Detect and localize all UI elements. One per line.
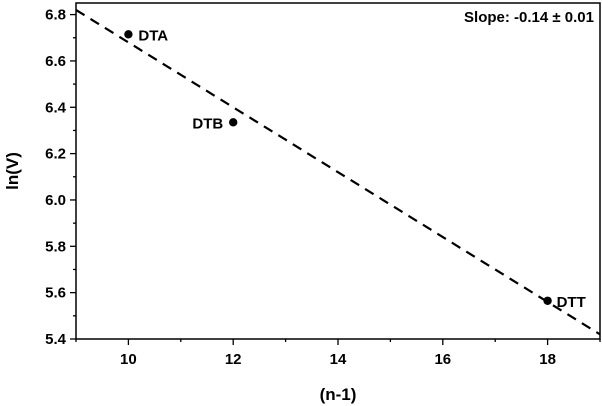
point-label: DTB xyxy=(192,115,223,132)
data-points: DTA DTB DTT xyxy=(124,27,586,311)
point-label: DTA xyxy=(138,27,168,44)
y-tick-label: 6.8 xyxy=(45,7,66,24)
y-axis: 5.4 5.6 5.8 6.0 6.2 6.4 6.6 6.8 xyxy=(45,7,76,348)
x-tick-label: 16 xyxy=(434,351,451,368)
data-point xyxy=(124,30,133,39)
slope-annotation: Slope: -0.14 ± 0.01 xyxy=(464,9,594,26)
x-axis: 10 12 14 16 18 xyxy=(75,339,601,368)
x-tick-label: 12 xyxy=(225,351,242,368)
y-tick-label: 6.2 xyxy=(45,146,66,163)
fit-line-group xyxy=(76,9,600,336)
x-tick-label: 14 xyxy=(330,351,347,368)
point-label: DTT xyxy=(557,294,586,311)
x-tick-label: 18 xyxy=(539,351,556,368)
x-tick-label: 10 xyxy=(120,351,137,368)
x-axis-title: (n-1) xyxy=(320,385,357,404)
y-tick-label: 6.6 xyxy=(45,53,66,70)
y-tick-label: 6.4 xyxy=(45,99,67,116)
y-axis-title: ln(V) xyxy=(3,152,22,190)
y-tick-label: 6.0 xyxy=(45,192,66,209)
data-point xyxy=(229,118,238,127)
data-point xyxy=(543,296,552,305)
y-tick-label: 5.4 xyxy=(45,331,67,348)
fit-line xyxy=(76,9,600,336)
y-tick-label: 5.8 xyxy=(45,238,66,255)
y-tick-label: 5.6 xyxy=(45,285,66,302)
